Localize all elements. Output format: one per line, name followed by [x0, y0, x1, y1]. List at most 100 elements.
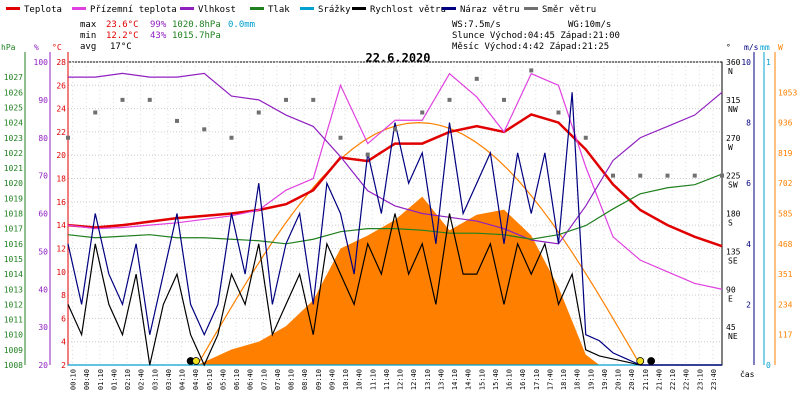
x-tick-label: 12:40 [410, 369, 418, 390]
humidity-tick-label: 100 [34, 58, 49, 67]
x-tick-label: 20:40 [628, 369, 636, 390]
x-tick-label: 19:40 [601, 369, 609, 390]
wind-dir-compass-label: SW [728, 181, 738, 190]
wind-dir-tick-label: 180 [726, 210, 741, 219]
humidity-tick-label: 40 [38, 285, 48, 294]
wind-dir-point [284, 97, 288, 102]
x-tick-label: 09:10 [315, 369, 323, 390]
x-tick-label: 22:40 [683, 369, 691, 390]
x-tick-label: 21:40 [655, 369, 663, 390]
x-tick-label: 08:10 [288, 369, 296, 390]
pressure-tick-label: 1015 [4, 255, 23, 264]
x-tick-label: 08:40 [301, 369, 309, 390]
wind-dir-compass-label: S [728, 219, 733, 228]
wind-dir-point [66, 135, 70, 140]
temperature-tick-label: 24 [56, 105, 66, 114]
x-axis-label: čas [740, 369, 755, 379]
wind-dir-point [665, 173, 670, 178]
pressure-tick-label: 1027 [4, 73, 23, 82]
wind-dir-point [447, 97, 452, 102]
sun-moon-marker [647, 357, 656, 365]
x-tick-label: 22:10 [669, 369, 677, 390]
radiation-unit: W [778, 43, 783, 52]
temperature-tick-label: 14 [56, 221, 66, 230]
x-tick-label: 15:10 [478, 369, 486, 390]
humidity-tick-label: 50 [38, 247, 48, 256]
pressure-tick-label: 1012 [4, 300, 23, 309]
wind-dir-compass-label: N [728, 67, 733, 76]
legend: Teplota Přízemní teplota Vlhkost Tlak Srážky… [6, 5, 596, 15]
pressure-tick-label: 1022 [4, 149, 23, 158]
humidity-tick-label: 30 [38, 323, 48, 332]
legend-swatch [72, 7, 86, 10]
x-tick-label: 06:40 [247, 369, 255, 390]
x-tick-label: 21:10 [642, 369, 650, 390]
wind-dir-compass-label: SE [728, 256, 738, 265]
humidity-tick-label: 90 [38, 96, 48, 105]
legend-swatch [250, 7, 264, 10]
wind-dir-point [502, 97, 506, 102]
stat-max-label: max [80, 20, 97, 30]
wind-dir-point [175, 118, 179, 123]
rain-unit: mm [760, 43, 770, 52]
pressure-tick-label: 1020 [4, 179, 23, 188]
stat-max-press: 1020.8hPa [172, 20, 221, 30]
wind-speed-tick-label: 10 [741, 58, 751, 67]
stat-sun: Slunce Východ:04:45 Západ:21:00 [452, 31, 620, 41]
x-tick-label: 17:40 [546, 369, 554, 390]
x-tick-label: 02:10 [124, 369, 132, 390]
wind-dir-point [611, 173, 615, 178]
radiation-area [197, 196, 600, 365]
radiation-tick-label: 351 [778, 270, 793, 279]
legend-swatch [6, 7, 20, 10]
wind-dir-point [147, 97, 152, 102]
wind-dir-point [692, 173, 697, 178]
wind-dir-unit: ° [726, 43, 731, 52]
legend-swatch [180, 7, 194, 10]
pressure-tick-label: 1025 [4, 103, 23, 112]
legend-swatch [524, 7, 538, 10]
x-tick-label: 09:40 [328, 369, 336, 390]
legend-swatch [442, 7, 456, 10]
plot-area [66, 68, 724, 367]
sun-curve-line [196, 121, 641, 366]
pressure-tick-label: 1009 [4, 346, 23, 355]
pressure-tick-label: 1021 [4, 164, 23, 173]
pressure-tick-label: 1011 [4, 316, 23, 325]
humidity-axis-unit: % [34, 43, 39, 52]
temperature-tick-label: 8 [61, 291, 66, 300]
stat-wg: WG:10m/s [568, 20, 611, 30]
radiation-tick-label: 585 [778, 210, 793, 219]
wind-dir-tick-label: 135 [726, 247, 741, 256]
rain-tick-label: 1 [766, 58, 771, 67]
series-line-vlhkost [68, 72, 723, 245]
x-tick-label: 02:40 [138, 369, 146, 390]
temperature-tick-label: 6 [61, 314, 66, 323]
wind-dir-point [420, 110, 425, 115]
wind-dir-point [393, 127, 397, 132]
stat-ws: WS:7.5m/s [452, 20, 501, 30]
pressure-tick-label: 1014 [4, 270, 23, 279]
legend-swatch [300, 7, 314, 10]
series-line-teplota [67, 113, 723, 248]
x-tick-label: 13:40 [437, 369, 445, 390]
series-line-n-raz-v-tru [67, 92, 722, 366]
x-tick-label: 18:10 [560, 369, 568, 390]
x-tick-label: 07:10 [260, 369, 268, 390]
wind-dir-point [93, 110, 98, 115]
wind-dir-point [365, 152, 370, 157]
wind-dir-compass-label: W [728, 143, 733, 152]
wind-dir-point [120, 97, 125, 102]
wind-dir-point [638, 173, 643, 178]
stat-avg-label: avg [80, 42, 96, 52]
temperature-tick-label: 22 [56, 128, 66, 137]
stat-min-press: 1015.7hPa [172, 31, 221, 41]
wind-dir-point [529, 68, 534, 73]
wind-speed-unit: m/s [744, 43, 759, 52]
x-tick-label: 05:40 [219, 369, 227, 390]
pressure-tick-label: 1024 [4, 119, 23, 128]
stat-avg-temp: 17°C [110, 42, 132, 52]
pressure-tick-label: 1026 [4, 88, 23, 97]
stat-max-rain: 0.0mm [228, 20, 255, 30]
legend-label: Náraz větru [460, 5, 520, 15]
